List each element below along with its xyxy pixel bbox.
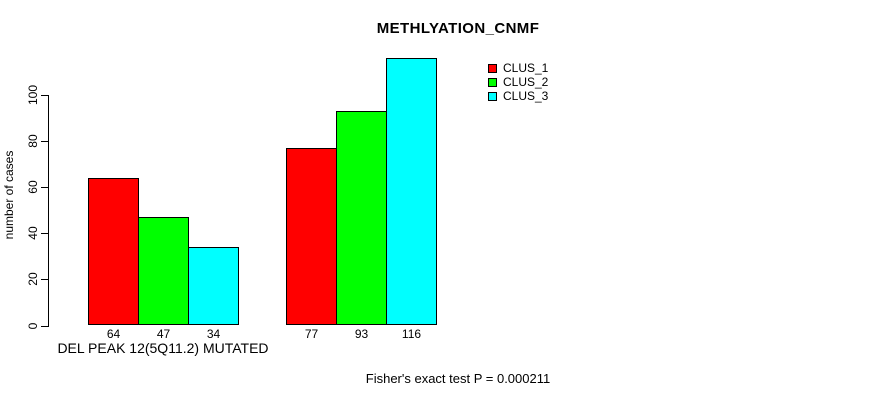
y-tick-mark [41, 140, 48, 142]
y-axis-line [48, 94, 49, 327]
legend: CLUS_1 CLUS_2 CLUS_3 [488, 61, 548, 103]
y-tick-mark [41, 94, 48, 96]
bar-clus_3-group2 [386, 57, 437, 326]
y-axis-label: number of cases [2, 150, 16, 240]
legend-item-clus-1: CLUS_1 [488, 61, 548, 75]
legend-item-clus-2: CLUS_2 [488, 75, 548, 89]
y-tick-label: 0 [26, 322, 40, 329]
y-tick-mark [41, 186, 48, 188]
y-tick-mark [41, 279, 48, 281]
bar-value-label: 77 [304, 327, 319, 341]
bar-clus_3-group1 [188, 246, 239, 326]
fisher-test-annotation: Fisher's exact test P = 0.000211 [365, 371, 551, 386]
bar-value-label: 64 [106, 327, 121, 341]
y-tick-mark [41, 325, 48, 327]
y-tick-mark [41, 233, 48, 235]
bar-clus_1-group1 [88, 177, 139, 326]
bar-clus_1-group2 [286, 147, 337, 326]
y-tick-label: 40 [26, 226, 40, 240]
legend-label: CLUS_1 [503, 61, 549, 75]
y-tick-label: 60 [26, 180, 40, 194]
bar-value-label: 47 [156, 327, 171, 341]
chart-title: METHLYATION_CNMF [376, 20, 540, 37]
legend-label: CLUS_3 [503, 89, 549, 103]
legend-swatch-green [488, 77, 497, 87]
bar-value-label: 34 [206, 327, 221, 341]
bar-value-label: 93 [354, 327, 369, 341]
legend-item-clus-3: CLUS_3 [488, 89, 548, 103]
bar-value-label: 116 [401, 327, 422, 341]
y-tick-label: 100 [26, 84, 40, 105]
y-tick-label: 20 [26, 272, 40, 286]
y-tick-label: 80 [26, 134, 40, 148]
bar-clus_2-group2 [336, 110, 387, 326]
x-axis-label: DEL PEAK 12(5Q11.2) MUTATED [57, 340, 269, 356]
legend-swatch-cyan [488, 91, 497, 101]
legend-swatch-red [488, 63, 497, 73]
bar-clus_2-group1 [138, 216, 189, 326]
legend-label: CLUS_2 [503, 75, 549, 89]
